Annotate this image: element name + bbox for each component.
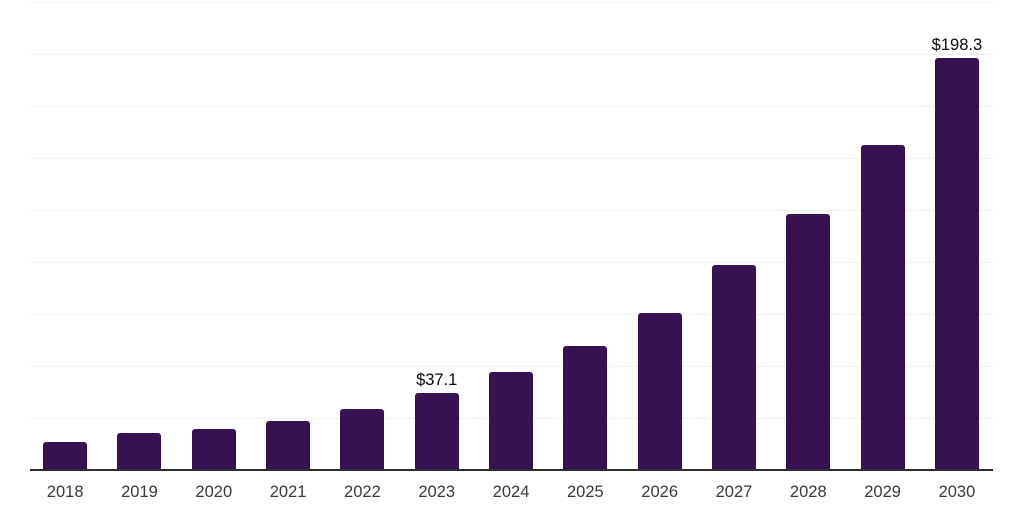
bar-value-label-2023: $37.1 <box>416 370 458 389</box>
bars-layer: $37.1 $198.3 <box>28 0 994 470</box>
bar-2028 <box>786 214 831 470</box>
bar-2018 <box>43 441 88 470</box>
bar-2025 <box>563 346 608 470</box>
x-tick-label-2024: 2024 <box>492 483 530 501</box>
bar-2024 <box>489 372 534 470</box>
bar-2030 <box>934 57 979 470</box>
bar-column-2019 <box>102 0 176 470</box>
gridline <box>30 314 993 315</box>
bar-column-2025 <box>548 0 622 470</box>
x-tick-label-2028: 2028 <box>789 483 827 501</box>
x-axis-labels: 2018 2019 2020 2021 2022 2023 2024 2025 2026 2027… <box>28 470 994 512</box>
x-tick-label-2020: 2020 <box>195 483 233 501</box>
gridline <box>30 366 993 367</box>
bar-2029 <box>860 144 905 470</box>
bar-column-2026 <box>623 0 697 470</box>
bar-column-2023: $37.1 <box>400 0 474 470</box>
gridline <box>30 262 993 263</box>
bar-column-2018 <box>28 0 102 470</box>
bar-column-2029 <box>845 0 919 470</box>
bar-2026 <box>637 313 682 470</box>
gridline <box>30 54 993 55</box>
bar-2019 <box>117 433 162 470</box>
gridline <box>30 2 993 3</box>
bar-value-label-2030: $198.3 <box>931 35 983 54</box>
x-tick-label-2029: 2029 <box>864 483 901 501</box>
gridline <box>30 210 993 211</box>
x-tick-label-2023: 2023 <box>418 483 456 501</box>
x-tick-label-2030: 2030 <box>938 483 976 501</box>
x-tick-label-2018: 2018 <box>46 483 84 501</box>
bar-column-2028 <box>771 0 845 470</box>
x-tick-label-2022: 2022 <box>344 483 381 501</box>
bar-column-2030: $198.3 <box>920 0 994 470</box>
x-axis-line <box>30 469 993 471</box>
x-tick-label-2019: 2019 <box>121 483 158 501</box>
bar-column-2020 <box>177 0 251 470</box>
bar-column-2024 <box>474 0 548 470</box>
x-tick-label-2021: 2021 <box>269 483 307 501</box>
x-tick-label-2027: 2027 <box>715 483 753 501</box>
gridline <box>30 158 993 159</box>
x-tick-label-2025: 2025 <box>566 483 604 501</box>
bar-column-2021 <box>251 0 325 470</box>
x-tick-label-2026: 2026 <box>641 483 679 501</box>
bar-column-2022 <box>325 0 399 470</box>
bar-2021 <box>266 420 311 470</box>
bar-2023 <box>414 392 459 470</box>
gridline <box>30 106 993 107</box>
bar-2022 <box>340 409 385 470</box>
bar-column-2027 <box>697 0 771 470</box>
bar-2020 <box>191 429 236 470</box>
bar-2027 <box>711 265 756 470</box>
